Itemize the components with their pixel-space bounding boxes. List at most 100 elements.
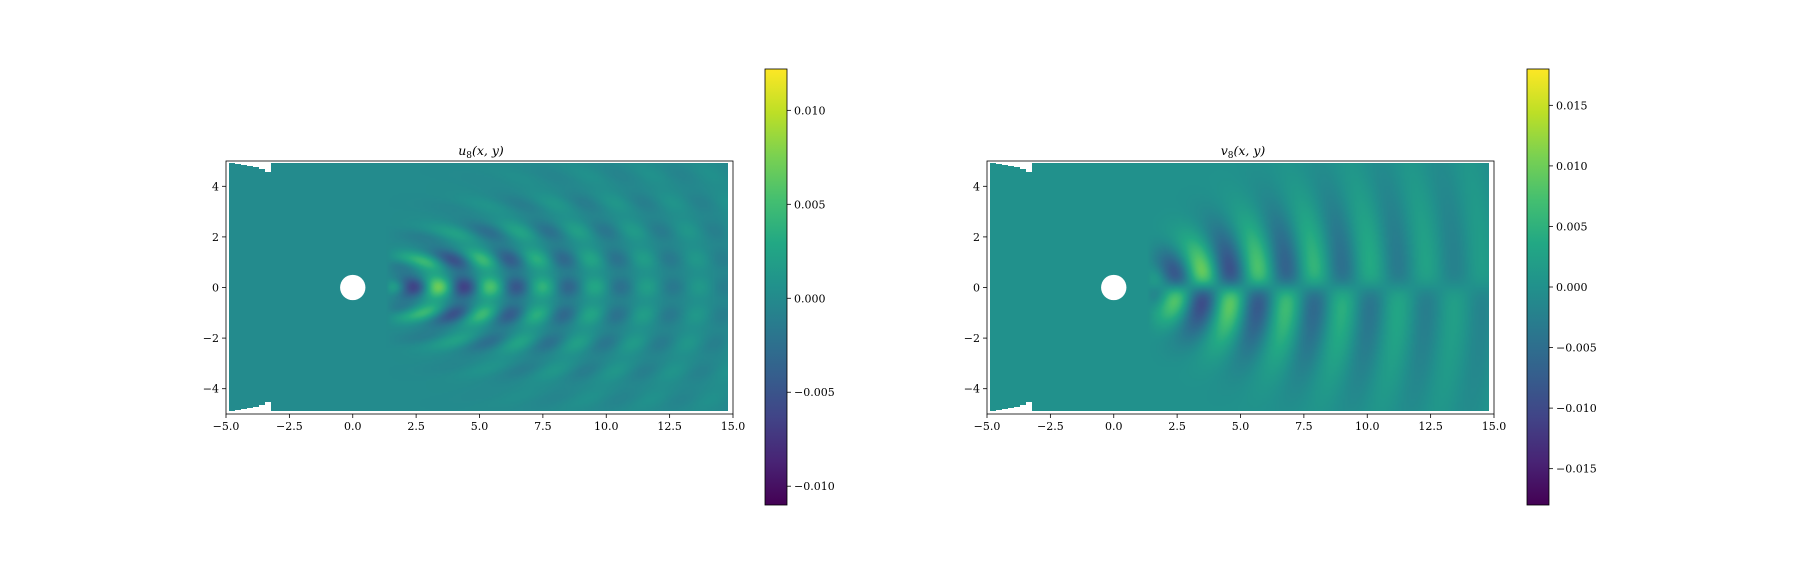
- colorbar-tick: 0.010: [787, 104, 826, 117]
- colorbar-tick-label: 0.010: [794, 104, 826, 117]
- y-tick-label: −2: [203, 332, 219, 345]
- heatmap-area: [986, 160, 1495, 415]
- colorbar-tick: 0.000: [1549, 281, 1588, 294]
- domain-edge-notch: [990, 161, 996, 163]
- y-tick-label: −4: [964, 383, 980, 396]
- x-tick: 12.5: [1418, 414, 1443, 433]
- x-tick-label: −2.5: [1037, 420, 1064, 433]
- colorbar-tick: 0.010: [1549, 160, 1588, 173]
- domain-edge-notch: [1002, 409, 1008, 414]
- x-tick-label: 0.0: [344, 420, 362, 433]
- colorbar-tick: 0.005: [1549, 220, 1588, 233]
- heatmap-area: [225, 160, 734, 415]
- colorbar-gradient: [1526, 68, 1550, 506]
- x-tick-label: 7.5: [534, 420, 552, 433]
- domain-edge-notch: [1008, 408, 1014, 414]
- domain-edge-notch: [247, 408, 253, 414]
- x-tick-label: 10.0: [594, 420, 619, 433]
- domain-edge-notch: [253, 407, 259, 414]
- field-heatmap: [229, 163, 728, 411]
- cylinder-obstacle: [1101, 274, 1127, 301]
- domain-edge-notch: [259, 405, 265, 414]
- colorbar-tick-label: 0.005: [794, 198, 826, 211]
- domain-edge-notch: [1020, 405, 1026, 414]
- title-subscript: 8: [1228, 151, 1234, 161]
- colorbar-tick-label: 0.005: [1556, 220, 1588, 233]
- colorbar-gradient: [764, 68, 788, 506]
- x-tick-label: 15.0: [721, 420, 746, 433]
- colorbar-tick-label: −0.015: [1556, 463, 1597, 476]
- u-field-panel: u8(x, y) −5.0 −2.5 0.0 2.5 5.0 7.5 10.0 12.5 15.…: [203, 68, 835, 506]
- x-tick: 10.0: [1355, 414, 1380, 433]
- y-tick: −4: [203, 383, 226, 396]
- x-tick-label: 15.0: [1482, 420, 1507, 433]
- domain-edge-notch: [241, 409, 247, 414]
- y-tick-label: 4: [973, 180, 980, 193]
- y-tick: 2: [973, 231, 987, 244]
- domain-edge-notch: [265, 161, 271, 172]
- domain-edge-notch: [996, 410, 1002, 414]
- domain-edge-notch: [241, 161, 247, 165]
- x-tick: 10.0: [594, 414, 619, 433]
- y-axis: 4 2 0 −2 −4: [203, 180, 226, 396]
- colorbar-tick: −0.010: [787, 480, 835, 493]
- title-args: (x, y): [1233, 143, 1265, 158]
- domain-edge-notch: [235, 161, 241, 164]
- y-tick-label: 2: [212, 231, 219, 244]
- y-tick: 2: [212, 231, 226, 244]
- colorbar-tick: −0.005: [1549, 342, 1597, 355]
- x-tick: 12.5: [657, 414, 682, 433]
- x-tick: −5.0: [213, 414, 240, 433]
- title-subscript: 8: [466, 151, 472, 161]
- colorbar-tick: 0.005: [787, 198, 826, 211]
- domain-edge-notch: [229, 411, 235, 414]
- domain-edge-notch: [1008, 161, 1014, 166]
- x-tick: 7.5: [534, 414, 552, 433]
- y-tick: 4: [973, 180, 987, 193]
- domain-edge-notch: [1026, 161, 1032, 172]
- x-tick: −2.5: [276, 414, 303, 433]
- y-tick: 4: [212, 180, 226, 193]
- x-tick-label: 10.0: [1355, 420, 1380, 433]
- colorbar-tick-label: 0.015: [1556, 99, 1588, 112]
- cylinder-obstacle: [340, 274, 366, 301]
- y-tick: 0: [973, 282, 987, 295]
- y-axis: 4 2 0 −2 −4: [964, 180, 987, 396]
- colorbar-tick-label: −0.010: [794, 480, 835, 493]
- domain-edge-notch: [1026, 402, 1032, 414]
- domain-edge-notch: [265, 402, 271, 414]
- domain-edge-notch: [235, 410, 241, 414]
- y-tick: −2: [203, 332, 226, 345]
- x-tick: 5.0: [471, 414, 489, 433]
- y-tick: −2: [964, 332, 987, 345]
- domain-edge-notch: [1002, 161, 1008, 165]
- colorbar-tick-label: −0.005: [1556, 342, 1597, 355]
- colorbar-tick: −0.015: [1549, 463, 1597, 476]
- x-axis: −5.0 −2.5 0.0 2.5 5.0 7.5 10.0 12.5 15.0: [213, 414, 746, 433]
- x-tick: 15.0: [1482, 414, 1507, 433]
- x-tick-label: −5.0: [974, 420, 1001, 433]
- x-tick: 0.0: [1105, 414, 1123, 433]
- x-tick-label: 2.5: [1168, 420, 1186, 433]
- title-symbol: u: [458, 143, 466, 158]
- x-tick: 0.0: [344, 414, 362, 433]
- colorbar-tick: 0.015: [1549, 99, 1588, 112]
- domain-edge-notch: [1014, 161, 1020, 167]
- x-tick: 2.5: [407, 414, 425, 433]
- x-tick-label: 5.0: [1232, 420, 1250, 433]
- plot-title: u8(x, y): [458, 143, 504, 161]
- x-tick-label: 5.0: [471, 420, 489, 433]
- plot-title: v8(x, y): [1221, 143, 1266, 161]
- y-tick-label: 0: [973, 282, 980, 295]
- domain-edge-notch: [253, 161, 259, 167]
- x-tick: 2.5: [1168, 414, 1186, 433]
- domain-edge-notch: [259, 161, 265, 169]
- y-tick: −4: [964, 383, 987, 396]
- title-args: (x, y): [472, 143, 504, 158]
- colorbar-tick: 0.000: [787, 292, 826, 305]
- y-tick-label: 0: [212, 282, 219, 295]
- x-tick-label: −5.0: [213, 420, 240, 433]
- domain-edge-notch: [229, 161, 235, 163]
- colorbar: 0.015 0.010 0.005 0.000 −0.005 −0.010 −0.015: [1526, 68, 1597, 506]
- colorbar-tick-label: −0.005: [794, 386, 835, 399]
